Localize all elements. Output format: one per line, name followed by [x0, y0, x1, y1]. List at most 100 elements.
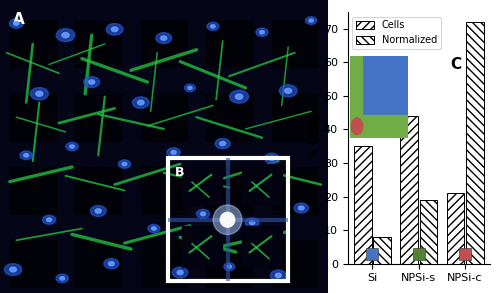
Ellipse shape [250, 221, 255, 224]
Ellipse shape [298, 206, 304, 210]
Ellipse shape [30, 88, 48, 100]
Ellipse shape [84, 76, 100, 88]
Ellipse shape [10, 19, 24, 28]
Ellipse shape [200, 212, 205, 216]
Ellipse shape [4, 264, 22, 275]
Ellipse shape [95, 209, 102, 213]
Ellipse shape [36, 91, 43, 96]
Ellipse shape [306, 17, 316, 24]
Ellipse shape [210, 25, 215, 28]
Ellipse shape [66, 142, 78, 151]
Ellipse shape [196, 209, 209, 218]
Bar [141, 167, 186, 214]
Ellipse shape [108, 262, 114, 266]
Point [415, 251, 423, 256]
Ellipse shape [160, 36, 167, 40]
Bar [141, 21, 186, 67]
Ellipse shape [188, 86, 192, 89]
Bar [141, 240, 186, 287]
Bar [10, 167, 56, 214]
Bar [272, 240, 318, 287]
Ellipse shape [132, 97, 149, 108]
Bar [446, 193, 464, 264]
Bar [420, 200, 438, 264]
Bar [76, 167, 121, 214]
Ellipse shape [224, 263, 235, 270]
Bar [272, 94, 318, 141]
Bar [76, 94, 121, 141]
Bar [350, 56, 362, 115]
Ellipse shape [90, 205, 106, 217]
Bar [272, 167, 318, 214]
Ellipse shape [269, 156, 274, 160]
Ellipse shape [10, 267, 16, 272]
Ellipse shape [56, 274, 68, 282]
Bar [10, 21, 56, 67]
Bar [206, 21, 252, 67]
Ellipse shape [60, 277, 64, 280]
Ellipse shape [138, 100, 144, 105]
Ellipse shape [62, 33, 69, 38]
Ellipse shape [88, 80, 94, 84]
Ellipse shape [280, 85, 297, 97]
Ellipse shape [294, 203, 308, 213]
Circle shape [213, 205, 242, 234]
Ellipse shape [171, 151, 176, 154]
Ellipse shape [236, 94, 242, 99]
Bar [182, 226, 222, 267]
Bar [141, 94, 186, 141]
Ellipse shape [46, 218, 52, 222]
Ellipse shape [156, 33, 172, 43]
Ellipse shape [42, 215, 56, 224]
Bar [272, 21, 318, 67]
Bar [400, 116, 418, 264]
Ellipse shape [220, 142, 226, 146]
Bar [10, 240, 56, 287]
Ellipse shape [122, 162, 127, 166]
Ellipse shape [276, 273, 281, 277]
Ellipse shape [148, 224, 160, 233]
Circle shape [351, 118, 362, 134]
Bar [242, 226, 282, 267]
Ellipse shape [104, 258, 119, 269]
Ellipse shape [152, 227, 156, 230]
Bar [206, 94, 252, 141]
Y-axis label: % Cells: % Cells [308, 116, 321, 159]
Bar [466, 22, 483, 264]
Ellipse shape [184, 84, 196, 92]
Ellipse shape [260, 30, 264, 34]
Ellipse shape [14, 22, 19, 25]
Bar [76, 240, 121, 287]
Bar [76, 21, 121, 67]
Ellipse shape [215, 138, 230, 149]
Bar [10, 94, 56, 141]
Bar [242, 164, 282, 205]
Ellipse shape [56, 29, 75, 42]
Ellipse shape [118, 160, 130, 168]
Legend: Cells, Normalized: Cells, Normalized [352, 17, 440, 49]
Point [368, 251, 376, 256]
Point [461, 251, 469, 256]
Ellipse shape [309, 19, 314, 22]
Bar [206, 240, 252, 287]
Bar [206, 167, 252, 214]
Ellipse shape [70, 145, 74, 148]
Ellipse shape [227, 265, 232, 268]
Bar [350, 115, 408, 138]
Ellipse shape [167, 148, 180, 157]
Ellipse shape [264, 153, 279, 163]
Ellipse shape [172, 267, 188, 278]
Ellipse shape [207, 22, 219, 30]
Ellipse shape [230, 90, 248, 103]
Ellipse shape [20, 151, 32, 160]
Bar [354, 146, 372, 264]
Ellipse shape [270, 270, 286, 281]
Ellipse shape [24, 154, 28, 157]
Ellipse shape [246, 218, 259, 227]
Bar [374, 237, 391, 264]
Bar [182, 164, 222, 205]
Ellipse shape [285, 88, 292, 93]
Circle shape [220, 212, 234, 227]
Ellipse shape [112, 27, 118, 32]
Text: A: A [13, 12, 25, 27]
